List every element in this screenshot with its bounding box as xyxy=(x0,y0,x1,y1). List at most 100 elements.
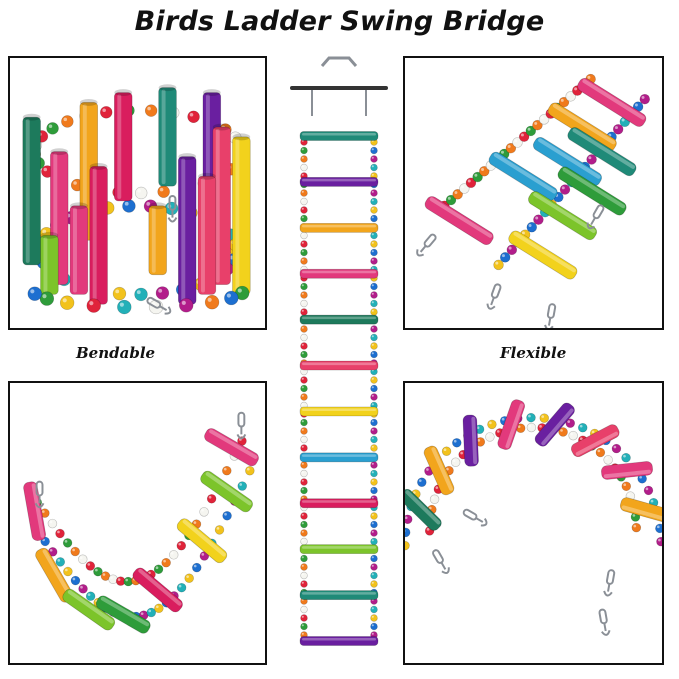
bead xyxy=(370,257,378,265)
bead xyxy=(370,486,378,495)
wooden-rung xyxy=(23,481,47,541)
bead xyxy=(370,214,378,223)
bead xyxy=(300,333,308,342)
bead xyxy=(300,308,308,316)
wooden-rung xyxy=(497,399,526,450)
wooden-rung xyxy=(570,424,620,458)
wooden-rung xyxy=(299,406,379,417)
bead xyxy=(300,393,308,401)
page-title: Birds Ladder Swing Bridge xyxy=(134,6,545,37)
bead xyxy=(370,554,378,563)
wooden-rung xyxy=(204,428,259,467)
bead xyxy=(300,189,308,197)
wooden-post xyxy=(178,156,197,305)
bead xyxy=(300,197,308,206)
wooden-rung xyxy=(132,567,183,613)
bead xyxy=(621,453,631,463)
wooden-rung xyxy=(508,230,578,280)
caption-flexible: Flexible xyxy=(500,344,567,362)
bead xyxy=(70,546,80,557)
wooden-rung xyxy=(424,196,494,246)
bead xyxy=(405,527,411,538)
bead xyxy=(370,418,378,427)
bead xyxy=(370,342,378,350)
bead xyxy=(370,325,378,333)
wooden-post xyxy=(197,175,217,295)
bead xyxy=(370,444,378,452)
wooden-rung xyxy=(299,452,379,463)
photo-arched-bridge xyxy=(403,381,664,665)
metal-clip xyxy=(416,233,437,257)
wooden-post xyxy=(114,92,133,202)
bead xyxy=(27,286,42,301)
wooden-rung xyxy=(577,77,647,127)
bead xyxy=(370,189,378,197)
wooden-rung xyxy=(299,131,379,141)
bead xyxy=(47,518,58,529)
bead xyxy=(187,110,200,123)
wooden-rung xyxy=(299,268,379,279)
wooden-rung xyxy=(299,544,379,555)
bead xyxy=(452,438,462,448)
bead xyxy=(300,214,308,223)
bead xyxy=(224,290,239,306)
bead xyxy=(370,469,378,478)
bead xyxy=(300,325,308,333)
wooden-rung xyxy=(462,414,479,467)
photo-coiled-ladder xyxy=(8,56,267,330)
bead xyxy=(192,562,202,573)
wooden-post xyxy=(40,234,59,295)
bead xyxy=(199,507,209,517)
bead xyxy=(405,514,413,525)
bead xyxy=(631,522,642,533)
bead xyxy=(61,115,74,128)
bead xyxy=(370,384,378,393)
bead xyxy=(485,432,495,442)
bead xyxy=(169,550,179,560)
hanger-bar xyxy=(290,86,388,90)
bead xyxy=(370,163,378,172)
bead xyxy=(176,540,187,551)
wooden-post xyxy=(22,116,41,266)
bead xyxy=(155,286,170,300)
bead xyxy=(441,446,452,456)
bead xyxy=(370,146,378,155)
bead xyxy=(370,537,378,546)
bead xyxy=(300,512,308,520)
swing-bridge-illustration xyxy=(23,411,259,634)
bead xyxy=(450,457,461,467)
metal-clip xyxy=(603,569,616,597)
bead xyxy=(526,412,536,423)
bead xyxy=(300,435,308,444)
bead xyxy=(300,163,308,172)
wooden-rung xyxy=(619,497,662,523)
bead xyxy=(370,376,378,384)
hanging-ladder-illustration xyxy=(290,56,388,646)
bead xyxy=(55,557,66,567)
bead xyxy=(370,580,378,588)
wooden-rung xyxy=(176,518,228,564)
bead xyxy=(78,584,88,594)
wooden-post xyxy=(148,205,167,276)
bead xyxy=(300,206,308,214)
bead xyxy=(526,422,537,433)
bead xyxy=(487,419,497,430)
bead xyxy=(144,104,158,117)
photo-flexible-ladder xyxy=(403,56,664,330)
bead xyxy=(370,308,378,316)
bead xyxy=(578,422,588,433)
bead xyxy=(370,461,378,469)
bead xyxy=(300,350,308,359)
bead xyxy=(300,146,308,155)
bead xyxy=(370,299,378,308)
bead xyxy=(370,512,378,520)
bead xyxy=(300,563,308,571)
bead xyxy=(300,554,308,563)
bead xyxy=(300,622,308,631)
bead xyxy=(370,520,378,529)
bead xyxy=(100,106,113,119)
bead xyxy=(157,185,170,198)
bead xyxy=(370,393,378,401)
metal-clip xyxy=(432,549,450,574)
bead xyxy=(86,298,101,313)
